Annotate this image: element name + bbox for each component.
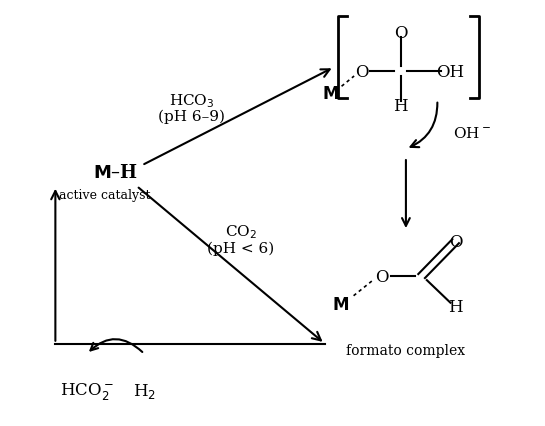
Text: H: H <box>449 299 463 316</box>
Text: H$_2$: H$_2$ <box>133 381 156 400</box>
Text: (pH 6–9): (pH 6–9) <box>158 110 225 124</box>
Text: $\mathbf{M}$: $\mathbf{M}$ <box>322 86 338 103</box>
Text: active catalyst: active catalyst <box>59 188 151 201</box>
Text: OH: OH <box>437 63 464 81</box>
Text: HCO$_2^-$: HCO$_2^-$ <box>60 380 114 401</box>
Text: O: O <box>355 63 368 81</box>
Text: OH$^-$: OH$^-$ <box>453 126 491 141</box>
Text: H: H <box>393 98 408 115</box>
Text: (pH < 6): (pH < 6) <box>208 241 275 255</box>
Text: CO$_2$: CO$_2$ <box>225 222 257 240</box>
Text: $\mathbf{M}$: $\mathbf{M}$ <box>332 296 349 314</box>
Text: $\mathbf{M}$–H: $\mathbf{M}$–H <box>93 163 138 181</box>
Text: HCO$_3$: HCO$_3$ <box>168 92 214 109</box>
Text: O: O <box>394 25 408 42</box>
Text: O: O <box>449 233 462 250</box>
Text: O: O <box>376 268 389 285</box>
Text: formato complex: formato complex <box>347 343 465 357</box>
